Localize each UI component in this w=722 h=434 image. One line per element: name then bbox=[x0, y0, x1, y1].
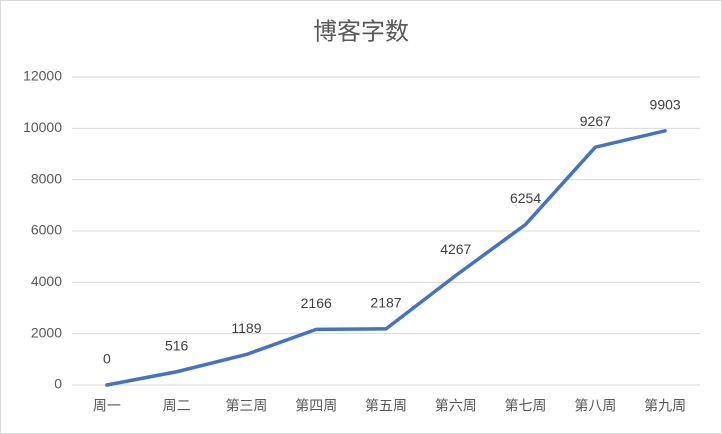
y-tick-label: 2000 bbox=[31, 324, 62, 340]
x-tick-label: 周二 bbox=[163, 398, 191, 414]
y-tick-label: 0 bbox=[54, 376, 62, 392]
data-label: 516 bbox=[165, 337, 189, 353]
x-tick-label: 第三周 bbox=[225, 398, 267, 414]
x-tick-label: 第七周 bbox=[505, 398, 547, 414]
y-tick-label: 10000 bbox=[23, 119, 62, 135]
x-tick-label: 周一 bbox=[93, 398, 121, 414]
x-tick-label: 第六周 bbox=[435, 398, 477, 414]
x-tick-label: 第五周 bbox=[365, 398, 407, 414]
data-label: 2166 bbox=[301, 295, 332, 311]
y-tick-label: 4000 bbox=[31, 273, 62, 289]
x-tick-label: 第九周 bbox=[644, 398, 686, 414]
y-tick-label: 8000 bbox=[31, 170, 62, 186]
y-tick-label: 12000 bbox=[23, 68, 62, 84]
data-label: 4267 bbox=[440, 241, 471, 257]
x-tick-label: 第四周 bbox=[295, 398, 337, 414]
y-tick-label: 6000 bbox=[31, 222, 62, 238]
chart-title: 博客字数 bbox=[313, 18, 409, 45]
data-label: 9903 bbox=[650, 97, 681, 113]
line bbox=[105, 129, 667, 387]
data-label: 9267 bbox=[580, 113, 611, 129]
x-tick-label: 第八周 bbox=[574, 398, 616, 414]
data-label: 0 bbox=[103, 351, 111, 367]
data-label: 1189 bbox=[231, 320, 261, 336]
data-label: 6254 bbox=[510, 190, 541, 206]
data-label: 2187 bbox=[370, 295, 401, 311]
